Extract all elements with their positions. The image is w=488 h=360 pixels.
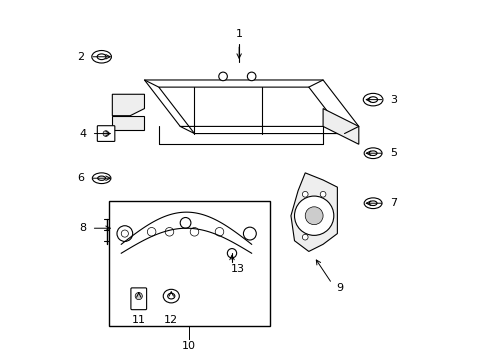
Circle shape [180, 217, 190, 228]
Ellipse shape [368, 151, 376, 156]
Ellipse shape [97, 54, 106, 60]
Bar [108, 202, 269, 327]
Text: 13: 13 [230, 264, 244, 274]
Text: 9: 9 [336, 283, 343, 293]
Circle shape [243, 227, 256, 240]
Circle shape [302, 234, 307, 240]
Text: 11: 11 [131, 315, 145, 325]
Text: 3: 3 [389, 95, 397, 105]
Text: 2: 2 [77, 52, 84, 62]
Circle shape [302, 192, 307, 197]
Circle shape [117, 226, 132, 242]
Ellipse shape [92, 173, 111, 184]
Ellipse shape [368, 97, 377, 103]
Polygon shape [112, 116, 144, 130]
FancyBboxPatch shape [131, 288, 146, 310]
Text: 8: 8 [80, 223, 86, 233]
Text: 6: 6 [77, 173, 84, 183]
Ellipse shape [92, 50, 111, 63]
Circle shape [135, 293, 142, 300]
Ellipse shape [364, 198, 381, 208]
Ellipse shape [98, 176, 105, 180]
Text: 4: 4 [80, 129, 86, 139]
Polygon shape [323, 109, 358, 144]
Ellipse shape [368, 201, 376, 206]
Ellipse shape [167, 293, 175, 299]
Circle shape [247, 72, 255, 81]
Circle shape [165, 228, 173, 236]
Circle shape [305, 207, 323, 225]
FancyBboxPatch shape [97, 126, 115, 141]
Text: 10: 10 [182, 341, 196, 351]
Ellipse shape [163, 289, 179, 303]
Polygon shape [290, 173, 337, 251]
Text: 12: 12 [164, 315, 178, 325]
Circle shape [294, 196, 333, 235]
Circle shape [218, 72, 227, 81]
Circle shape [190, 228, 198, 236]
Text: 1: 1 [235, 28, 242, 39]
Circle shape [320, 192, 325, 197]
Text: 5: 5 [389, 148, 397, 158]
Circle shape [215, 228, 224, 236]
Ellipse shape [363, 93, 382, 106]
Circle shape [227, 249, 236, 258]
Ellipse shape [364, 148, 381, 158]
Text: 7: 7 [389, 198, 397, 208]
Circle shape [121, 230, 128, 237]
Circle shape [103, 131, 108, 136]
Circle shape [147, 228, 156, 236]
Polygon shape [112, 94, 144, 116]
